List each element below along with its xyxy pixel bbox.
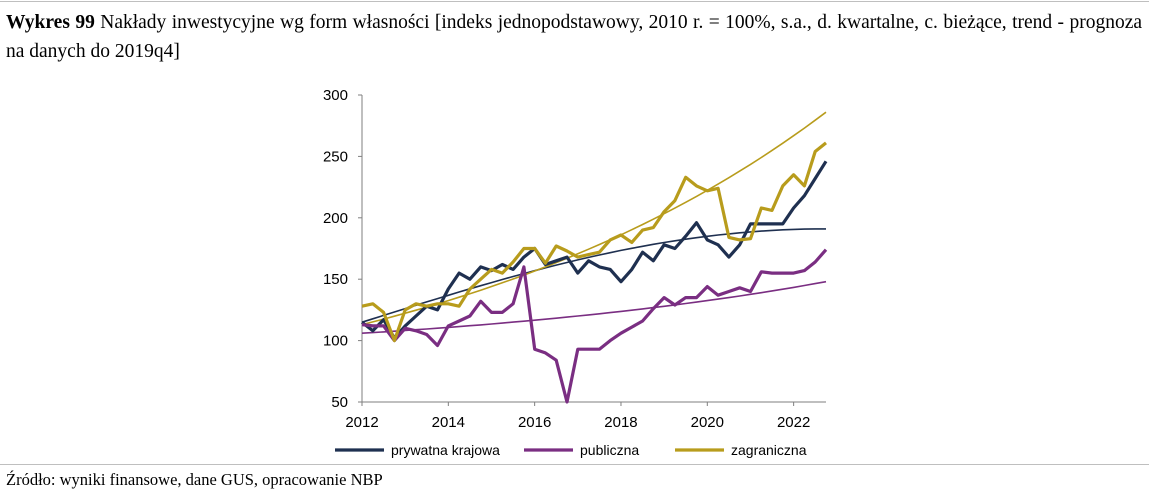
y-tick-label: 300 [323, 87, 348, 104]
x-tick-label: 2016 [518, 414, 551, 431]
y-tick-label: 200 [323, 210, 348, 227]
source-note: Źródło: wyniki finansowe, dane GUS, opra… [6, 470, 383, 489]
x-tick-label: 2020 [691, 414, 724, 431]
top-rule [0, 1, 1149, 2]
series-line-publiczna [361, 248, 828, 404]
x-tick-label: 2022 [777, 414, 810, 431]
trend-line [361, 228, 826, 323]
y-tick-label: 150 [323, 271, 348, 288]
x-tick-label: 2018 [604, 414, 637, 431]
caption-text: Nakłady inwestycyjne wg form własności [… [6, 12, 1143, 62]
trend-line [361, 280, 827, 334]
x-tick-label: 2012 [345, 414, 378, 431]
x-tick-label: 2014 [432, 414, 465, 431]
y-tick-label: 50 [331, 394, 348, 411]
chart-caption: Wykres 99 Nakłady inwestycyjne wg form w… [6, 8, 1142, 66]
series-line-prywatna-krajowa [361, 160, 828, 340]
caption-label: Wykres 99 [6, 12, 95, 33]
legend-label: zagraniczna [731, 442, 807, 458]
series-line-zagraniczna [361, 141, 827, 343]
y-tick-label: 250 [323, 148, 348, 165]
legend-label: prywatna krajowa [391, 442, 500, 458]
bottom-rule [0, 464, 1149, 465]
legend-label: publiczna [580, 442, 639, 458]
y-tick-label: 100 [323, 333, 348, 350]
